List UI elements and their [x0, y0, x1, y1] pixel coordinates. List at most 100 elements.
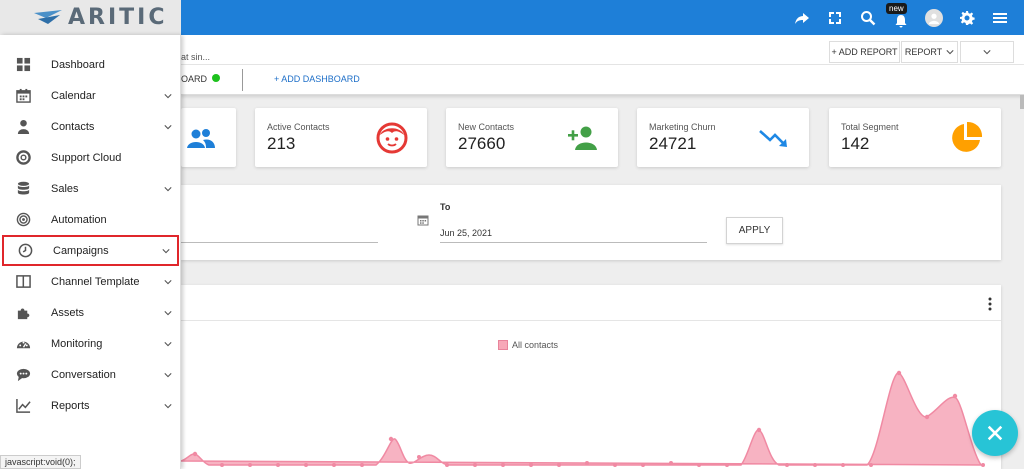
sidebar-item-conversation[interactable]: Conversation: [0, 359, 181, 390]
stat-card-active-contacts: Active Contacts 213: [255, 108, 427, 167]
from-date-input[interactable]: [181, 242, 378, 243]
sidebar-item-calendar[interactable]: Calendar: [0, 80, 181, 111]
sidebar-item-sales[interactable]: Sales: [0, 173, 181, 204]
columns-icon: [15, 274, 31, 290]
sidebar-item-label: Channel Template: [51, 275, 140, 288]
chevron-down-icon: [946, 50, 954, 55]
top-icon-group: new: [785, 0, 1016, 35]
sidebar-item-assets[interactable]: Assets: [0, 297, 181, 328]
sidebar-item-monitoring[interactable]: Monitoring: [0, 328, 181, 359]
sidebar-item-automation[interactable]: Automation: [0, 204, 181, 235]
more-dropdown[interactable]: [960, 41, 1014, 63]
new-badge: new: [886, 3, 907, 14]
sidebar-item-label: Assets: [51, 306, 85, 319]
stat-label: New Contacts: [458, 122, 515, 132]
stat-card-new-contacts: New Contacts 27660: [446, 108, 618, 167]
stat-card-contacts: [181, 108, 236, 167]
sidebar-item-label: Conversation: [51, 368, 116, 381]
close-icon: [987, 425, 1003, 441]
logo-mark-icon: [34, 9, 62, 24]
puzzle-icon: [15, 305, 31, 321]
logo[interactable]: ARITIC: [0, 0, 181, 35]
sidebar-item-support-cloud[interactable]: Support Cloud: [0, 142, 181, 173]
share-icon[interactable]: [785, 0, 818, 35]
chevron-down-icon: [164, 403, 172, 408]
legend-swatch[interactable]: [498, 340, 508, 350]
sidebar-item-label: Dashboard: [51, 58, 105, 71]
chevron-down-icon: [162, 248, 170, 253]
sidebar-item-label: Campaigns: [53, 244, 109, 257]
report-dropdown[interactable]: REPORT: [901, 41, 958, 63]
stat-label: Marketing Churn: [649, 122, 716, 132]
series-all-contacts-area: [181, 372, 983, 466]
chevron-down-icon: [164, 124, 172, 129]
dashboard-tab-label[interactable]: OARD: [181, 74, 208, 84]
close-fab-button[interactable]: [972, 410, 1018, 456]
chevron-down-icon: [164, 310, 172, 315]
legend-label[interactable]: All contacts: [512, 340, 559, 350]
target-icon: [15, 212, 31, 228]
calendar-icon: [15, 88, 31, 104]
divider: [242, 69, 243, 91]
lifebuoy-icon: [15, 150, 31, 166]
apply-button[interactable]: APPLY: [726, 217, 783, 244]
stat-value: 24721: [649, 134, 697, 153]
people-icon: [187, 129, 215, 148]
sidebar-item-label: Calendar: [51, 89, 96, 102]
grid-icon: [15, 57, 31, 73]
chevron-down-icon: [164, 279, 172, 284]
menu-icon[interactable]: [983, 0, 1016, 35]
scrollbar[interactable]: [1020, 95, 1024, 109]
sidebar-item-contacts[interactable]: Contacts: [0, 111, 181, 142]
chevron-down-icon: [164, 341, 172, 346]
gauge-icon: [15, 336, 31, 352]
report-toolbar: at sin... + ADD REPORT REPORT: [181, 35, 1024, 65]
stat-value: 27660: [458, 134, 506, 153]
sidebar-item-label: Sales: [51, 182, 79, 195]
stat-card-marketing-churn: Marketing Churn 24721: [637, 108, 809, 167]
person-icon: [15, 119, 31, 135]
chat-icon: [15, 367, 31, 383]
status-bar-url: javascript:void(0);: [0, 455, 81, 469]
sidebar-item-dashboard[interactable]: Dashboard: [0, 49, 181, 80]
dashboard-bar: OARD + ADD DASHBOARD: [181, 65, 1024, 95]
chevron-down-icon: [164, 186, 172, 191]
database-icon: [15, 181, 31, 197]
contacts-chart-panel: All contacts: [181, 285, 1001, 469]
logo-text: ARITIC: [68, 5, 168, 30]
bell-icon[interactable]: new: [884, 0, 917, 35]
chart-header-divider: [181, 320, 1001, 321]
stat-label: Active Contacts: [267, 122, 330, 132]
add-person-icon: [568, 126, 597, 150]
line-chart-icon: [15, 398, 31, 414]
chevron-down-icon: [164, 372, 172, 377]
fullscreen-icon[interactable]: [818, 0, 851, 35]
to-date-underline: [440, 242, 707, 243]
clock-icon: [17, 243, 33, 259]
to-date-input[interactable]: Jun 25, 2021: [440, 228, 493, 238]
sidebar-item-channel-template[interactable]: Channel Template: [0, 266, 181, 297]
stat-card-total-segment: Total Segment 142: [829, 108, 1001, 167]
sidebar: Dashboard Calendar Contacts Support Clou…: [0, 35, 181, 469]
stat-value: 142: [841, 134, 870, 153]
search-icon[interactable]: [851, 0, 884, 35]
stat-label: Total Segment: [841, 122, 899, 132]
add-dashboard-link[interactable]: + ADD DASHBOARD: [274, 74, 360, 84]
truncated-title: at sin...: [181, 52, 211, 62]
sidebar-item-label: Monitoring: [51, 337, 103, 350]
user-avatar-button[interactable]: [917, 0, 950, 35]
chevron-down-icon: [164, 93, 172, 98]
sidebar-item-reports[interactable]: Reports: [0, 390, 181, 421]
sidebar-item-label: Reports: [51, 399, 90, 412]
report-dropdown-label: REPORT: [904, 47, 943, 57]
sidebar-item-campaigns[interactable]: Campaigns: [2, 235, 179, 266]
sidebar-item-label: Contacts: [51, 120, 95, 133]
calendar-icon[interactable]: [417, 214, 429, 226]
sidebar-item-label: Support Cloud: [51, 151, 122, 164]
pie-icon: [952, 121, 983, 152]
add-report-button[interactable]: + ADD REPORT: [829, 41, 900, 63]
contacts-area-chart: [181, 370, 985, 467]
more-vertical-icon[interactable]: [987, 297, 993, 311]
gear-icon[interactable]: [950, 0, 983, 35]
date-filter-panel: To Jun 25, 2021 APPLY: [181, 185, 1001, 260]
